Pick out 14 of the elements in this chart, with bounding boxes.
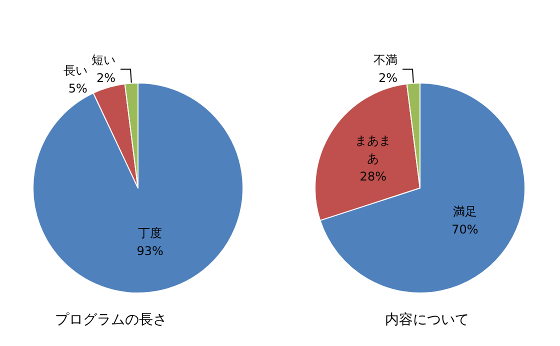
slice-label: 短い — [92, 53, 116, 68]
slice-label: 長い — [63, 63, 88, 78]
slice-label: まあまあ — [355, 133, 392, 166]
slice-label: 丁度 — [138, 226, 162, 240]
text: プログラムの長さ — [55, 312, 167, 328]
data-label: 2% — [96, 71, 116, 86]
data-label: 5% — [68, 81, 88, 96]
slice-label: 満足 — [452, 204, 477, 219]
data-label: 28% — [360, 169, 386, 184]
data-label: 70% — [452, 222, 478, 237]
slice-label: 不満 — [374, 53, 398, 68]
text: 内容について — [385, 312, 469, 328]
data-label: 93% — [136, 244, 164, 258]
data-label: 2% — [378, 71, 398, 86]
